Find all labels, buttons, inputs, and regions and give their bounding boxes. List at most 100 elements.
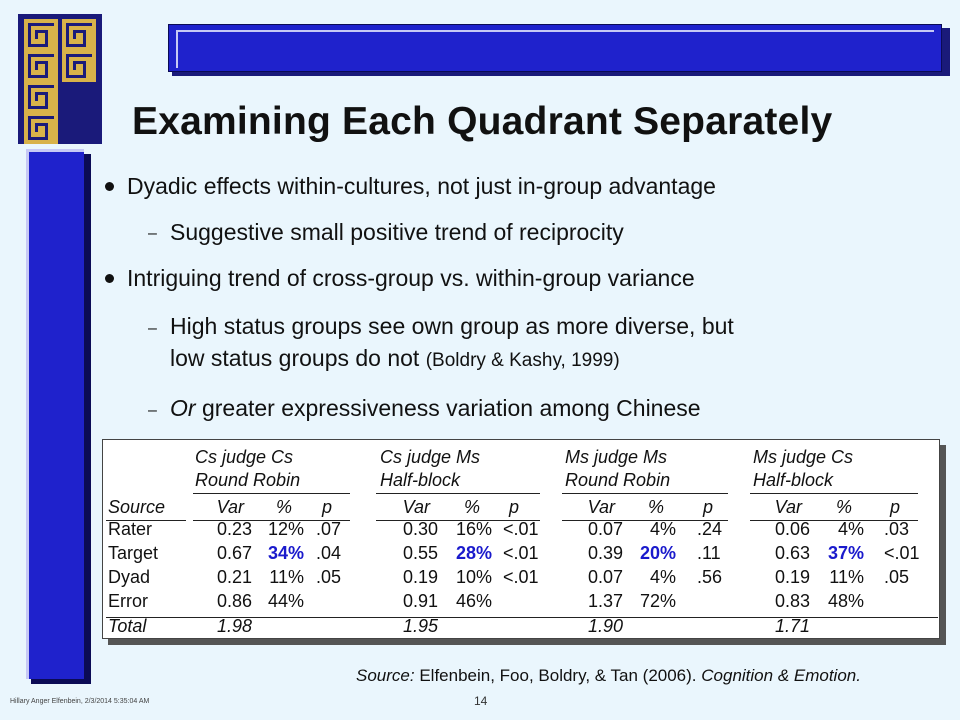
source-header: Source (108, 497, 166, 517)
header-rule (376, 520, 540, 521)
group-header-line2: Round Robin (195, 470, 301, 490)
group-header-line2: Half-block (753, 470, 834, 490)
group-header-line1: Ms judge Ms (565, 447, 668, 467)
group-header-line2: Round Robin (565, 470, 671, 490)
bullet-2-sub-b-text: greater expressiveness variation among C… (201, 395, 701, 421)
citation: (Boldry & Kashy, 1999) (425, 350, 620, 371)
cell-p: .03 (884, 519, 910, 539)
cell-p: <.01 (503, 519, 539, 539)
row-label: Dyad (108, 567, 151, 587)
col-head-var: Var (587, 497, 615, 517)
cell-pct: 34% (267, 543, 304, 563)
group-header-line1: Cs judge Ms (380, 447, 481, 467)
row-label: Rater (108, 519, 153, 539)
col-head-p: p (890, 497, 901, 517)
cell-pct: 10% (455, 567, 492, 587)
cell-var: 0.39 (587, 543, 623, 563)
greek-key-tile-icon (24, 50, 58, 82)
col-head-var: Var (774, 497, 802, 517)
cell-var: 0.30 (402, 519, 438, 539)
bullet-2-sub-b: Or greater expressiveness variation amon… (170, 395, 701, 422)
bullet-1-sub: Suggestive small positive trend of recip… (170, 219, 624, 245)
col-head-p: p (509, 497, 520, 517)
cell-pct: 20% (639, 543, 676, 563)
header-rule (750, 520, 918, 521)
cell-pct: 48% (827, 591, 864, 611)
group-header-line1: Cs judge Cs (195, 447, 294, 467)
greek-key-tile-icon (62, 50, 96, 82)
cell-p: .56 (697, 567, 723, 587)
cell-var: 1.90 (587, 616, 623, 636)
row-label: Total (108, 616, 147, 636)
greek-key-logo (18, 14, 102, 144)
header-rule (750, 493, 918, 494)
source-text: Elfenbein, Foo, Boldry, & Tan (2006). (419, 666, 697, 685)
total-rule (106, 617, 938, 618)
greek-key-tile-icon (62, 19, 96, 51)
cell-pct: 37% (827, 543, 864, 563)
header-rule (376, 493, 540, 494)
cell-var: 0.91 (402, 591, 438, 611)
bullet-dot-icon (105, 182, 114, 191)
cell-p: .11 (697, 543, 721, 563)
cell-p: .24 (697, 519, 723, 539)
bullet-2-sub-a-line2: low status groups do not (Boldry & Kashy… (170, 345, 620, 372)
title-bar-bevel (176, 30, 934, 68)
cell-var: 0.23 (216, 519, 252, 539)
cell-p: <.01 (503, 567, 539, 587)
cell-var: 1.71 (774, 616, 810, 636)
cell-pct: 44% (267, 591, 304, 611)
col-head-pct: % (275, 497, 292, 517)
cell-p: <.01 (884, 543, 920, 563)
source-citation: Source: Elfenbein, Foo, Boldry, & Tan (2… (356, 666, 861, 686)
footer-text: Hillary Anger Elfenbein, 2/3/2014 5:35:0… (10, 698, 150, 705)
variance-table (102, 439, 940, 639)
cell-var: 0.21 (216, 567, 252, 587)
cell-pct: 4% (649, 567, 676, 587)
slide-title: Examining Each Quadrant Separately (132, 100, 833, 143)
bullet-1: Dyadic effects within-cultures, not just… (127, 173, 716, 199)
cell-p: .05 (316, 567, 342, 587)
cell-var: 0.67 (216, 543, 252, 563)
group-header-line2: Half-block (380, 470, 461, 490)
cell-var: 0.63 (774, 543, 810, 563)
bullet-2-sub-a-text: low status groups do not (170, 345, 420, 371)
cell-var: 1.37 (587, 591, 623, 611)
greek-key-tile-icon (24, 112, 58, 144)
cell-var: 0.19 (402, 567, 438, 587)
header-rule (562, 493, 728, 494)
col-head-pct: % (647, 497, 664, 517)
cell-var: 0.06 (774, 519, 810, 539)
col-head-var: Var (216, 497, 244, 517)
source-label: Source: (356, 666, 415, 685)
cell-pct: 16% (455, 519, 492, 539)
cell-p: .07 (316, 519, 342, 539)
cell-pct: 28% (455, 543, 492, 563)
header-rule (106, 520, 186, 521)
cell-pct: 4% (649, 519, 676, 539)
col-head-var: Var (402, 497, 430, 517)
page-number: 14 (474, 694, 488, 708)
italic-prefix: Or (170, 395, 196, 421)
col-head-pct: % (463, 497, 480, 517)
bullet-2-sub-a-line1: High status groups see own group as more… (170, 313, 734, 339)
cell-p: <.01 (503, 543, 539, 563)
cell-pct: 12% (267, 519, 304, 539)
source-journal: Cognition & Emotion. (701, 666, 861, 685)
col-head-p: p (703, 497, 714, 517)
bullet-2: Intriguing trend of cross-group vs. with… (127, 265, 695, 291)
bullet-dot-icon (105, 274, 114, 283)
side-bar (26, 149, 84, 679)
cell-pct: 72% (639, 591, 676, 611)
cell-pct: 11% (269, 567, 304, 587)
cell-var: 0.07 (587, 567, 623, 587)
cell-pct: 4% (837, 519, 864, 539)
cell-var: 0.83 (774, 591, 810, 611)
cell-var: 0.07 (587, 519, 623, 539)
dash-icon: – (148, 225, 157, 242)
group-header-line1: Ms judge Cs (753, 447, 854, 467)
cell-var: 0.86 (216, 591, 252, 611)
row-label: Error (108, 591, 148, 611)
header-rule (193, 493, 350, 494)
cell-var: 1.98 (216, 616, 252, 636)
